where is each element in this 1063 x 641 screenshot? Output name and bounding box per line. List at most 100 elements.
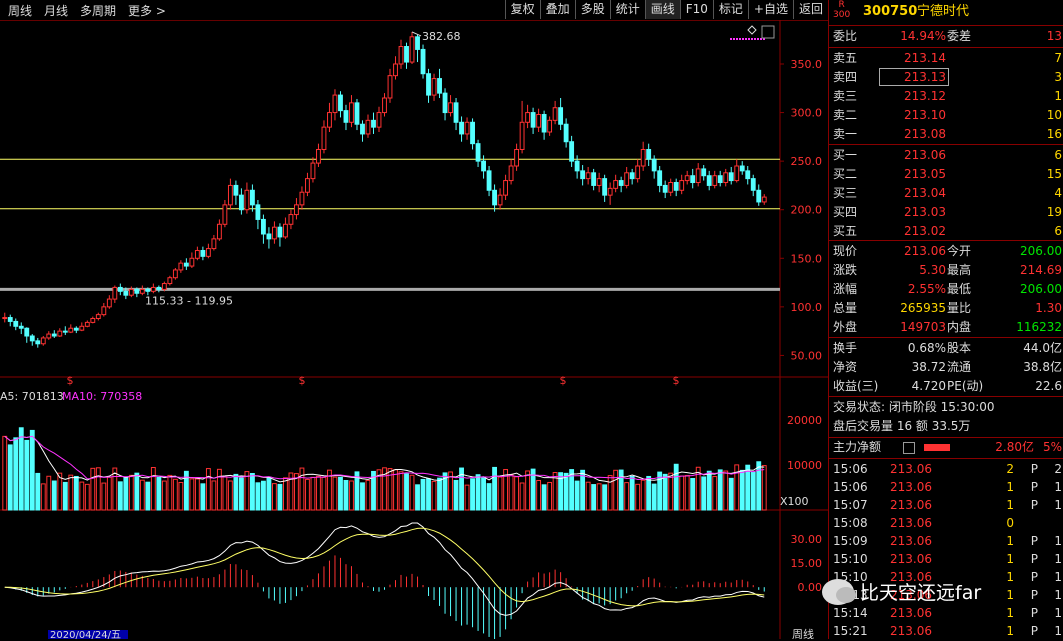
ask-row[interactable]: 卖一 213.08 16 [829, 125, 1063, 144]
tick-row[interactable]: 15:21 213.06 1 P 1 [829, 622, 1063, 641]
volume-bar [717, 469, 723, 511]
volume-bar [294, 473, 299, 511]
overlay-button[interactable]: 叠加 [539, 0, 575, 19]
tab-more[interactable]: 更多 > [128, 4, 166, 18]
date-label: 2020/04/24/五 [50, 630, 121, 639]
tick-row[interactable]: 15:10 213.06 1 P 1 [829, 550, 1063, 569]
tick-time: 15:08 [833, 516, 868, 530]
candle [387, 68, 393, 103]
multi-stock-button[interactable]: 多股 [574, 0, 610, 19]
volume-bar [233, 473, 239, 511]
add-watchlist-button[interactable]: +自选 [747, 0, 793, 19]
candle [673, 178, 679, 197]
quote-row[interactable]: 涨幅 2.55% 最低 206.00 [829, 280, 1063, 299]
candle [585, 166, 591, 185]
quote-label-2: 最低 [947, 282, 972, 296]
tick-row[interactable]: 15:06 213.06 2 P 2 [829, 460, 1063, 479]
candle [194, 246, 200, 261]
candle [310, 157, 316, 183]
restore-rights-button[interactable]: 复权 [504, 0, 540, 19]
volume-bar [161, 480, 167, 511]
after-hours: 盘后交易量 16 额 33.5万 [833, 419, 971, 433]
fin-value: 38.72 [911, 360, 946, 374]
settings-icon[interactable] [761, 25, 775, 39]
candle [365, 114, 371, 138]
tick-count: 1 [1054, 498, 1062, 512]
volume-bar [272, 483, 277, 511]
tool-buttons: 复权 叠加 多股 统计 画线 F10 标记 +自选 返回 [504, 0, 828, 19]
ma10-line [4, 435, 765, 480]
candle [338, 91, 343, 118]
candle [233, 180, 239, 205]
candle [519, 100, 525, 154]
main-flow-row[interactable]: 主力净额 2.80亿 5% [833, 440, 1062, 454]
bid-label: 买二 [833, 167, 858, 181]
bid-row[interactable]: 买五 213.02 6 [829, 222, 1063, 241]
f10-button[interactable]: F10 [679, 0, 713, 19]
fundamentals-row[interactable]: 净资 38.72 流通 38.8亿 [829, 358, 1063, 377]
kline-chart[interactable]: 350.0 300.0 250.0 200.0 150.0 100.0 50.00 382.6… [0, 20, 828, 639]
candle [260, 214, 266, 244]
candle [79, 322, 85, 332]
quote-row[interactable]: 外盘 149703 内盘 116232 [829, 318, 1063, 337]
period-scroll-label[interactable]: 周线 [792, 627, 814, 639]
tick-count: 1 [1054, 570, 1062, 584]
candle [249, 184, 255, 212]
event-marker[interactable]: $ [299, 374, 306, 387]
candle [569, 135, 575, 167]
quote-row[interactable]: 现价 213.06 今开 206.00 [829, 242, 1063, 261]
candle [90, 316, 96, 324]
ask-row[interactable]: 卖三 213.12 1 [829, 87, 1063, 106]
bid-row[interactable]: 买一 213.06 6 [829, 146, 1063, 165]
event-marker[interactable]: $ [67, 374, 74, 387]
candle [200, 246, 206, 261]
bid-row[interactable]: 买二 213.05 15 [829, 165, 1063, 184]
ask-row[interactable]: 卖四 213.13 3 [829, 68, 1063, 87]
candle [651, 155, 657, 179]
bid-row[interactable]: 买三 213.04 4 [829, 184, 1063, 203]
ask-label: 卖三 [833, 89, 858, 103]
volume-bar [657, 471, 663, 511]
statistics-button[interactable]: 统计 [609, 0, 645, 19]
mark-button[interactable]: 标记 [712, 0, 748, 19]
fundamentals-row[interactable]: 换手 0.68% 股本 44.0亿 [829, 339, 1063, 358]
tick-row[interactable]: 15:09 213.06 1 P 1 [829, 532, 1063, 551]
volume-bar [761, 465, 767, 511]
candle [305, 172, 310, 197]
ask-row[interactable]: 卖五 213.14 7 [829, 49, 1063, 68]
candle [24, 327, 30, 343]
tick-row[interactable]: 15:06 213.06 1 P 1 [829, 478, 1063, 497]
event-marker[interactable]: $ [560, 374, 567, 387]
tick-count: 1 [1054, 588, 1062, 602]
quote-row[interactable]: 涨跌 5.30 最高 214.69 [829, 261, 1063, 280]
ask-price: 213.14 [904, 51, 946, 65]
tab-weekly[interactable]: 周线 [8, 4, 33, 18]
candle [563, 118, 569, 148]
event-marker[interactable]: $ [673, 374, 680, 387]
volume-bar [354, 471, 360, 511]
tick-row[interactable]: 15:08 213.06 0 [829, 514, 1063, 533]
tab-multi-period[interactable]: 多周期 [80, 4, 117, 18]
tick-row[interactable]: 15:14 213.06 1 P 1 [829, 604, 1063, 623]
volume-bar [514, 476, 520, 511]
draw-line-button[interactable]: 画线 [644, 0, 680, 19]
volume-bar [745, 464, 751, 511]
tick-row[interactable]: 15:07 213.06 1 P 1 [829, 496, 1063, 515]
high-label: 382.68 [422, 30, 461, 43]
ma5-legend: A5: 701813 [0, 390, 64, 403]
quote-row[interactable]: 总量 265935 量比 1.30 [829, 299, 1063, 318]
bid-row[interactable]: 买四 213.03 19 [829, 203, 1063, 222]
candle [723, 168, 729, 187]
volume-bar [459, 467, 464, 511]
tab-monthly[interactable]: 月线 [44, 4, 69, 18]
ask-row[interactable]: 卖二 213.10 10 [829, 106, 1063, 125]
volume-bar [205, 468, 211, 511]
ask-price: 213.10 [904, 108, 946, 122]
candle [299, 186, 305, 210]
tick-count: 1 [1054, 624, 1062, 638]
tick-count: 1 [1054, 534, 1062, 548]
volume-bar [238, 477, 244, 511]
volume-bar [679, 475, 685, 511]
fundamentals-row[interactable]: 收益(三) 4.720 PE(动) 22.6 [829, 377, 1063, 396]
back-button[interactable]: 返回 [792, 0, 828, 19]
